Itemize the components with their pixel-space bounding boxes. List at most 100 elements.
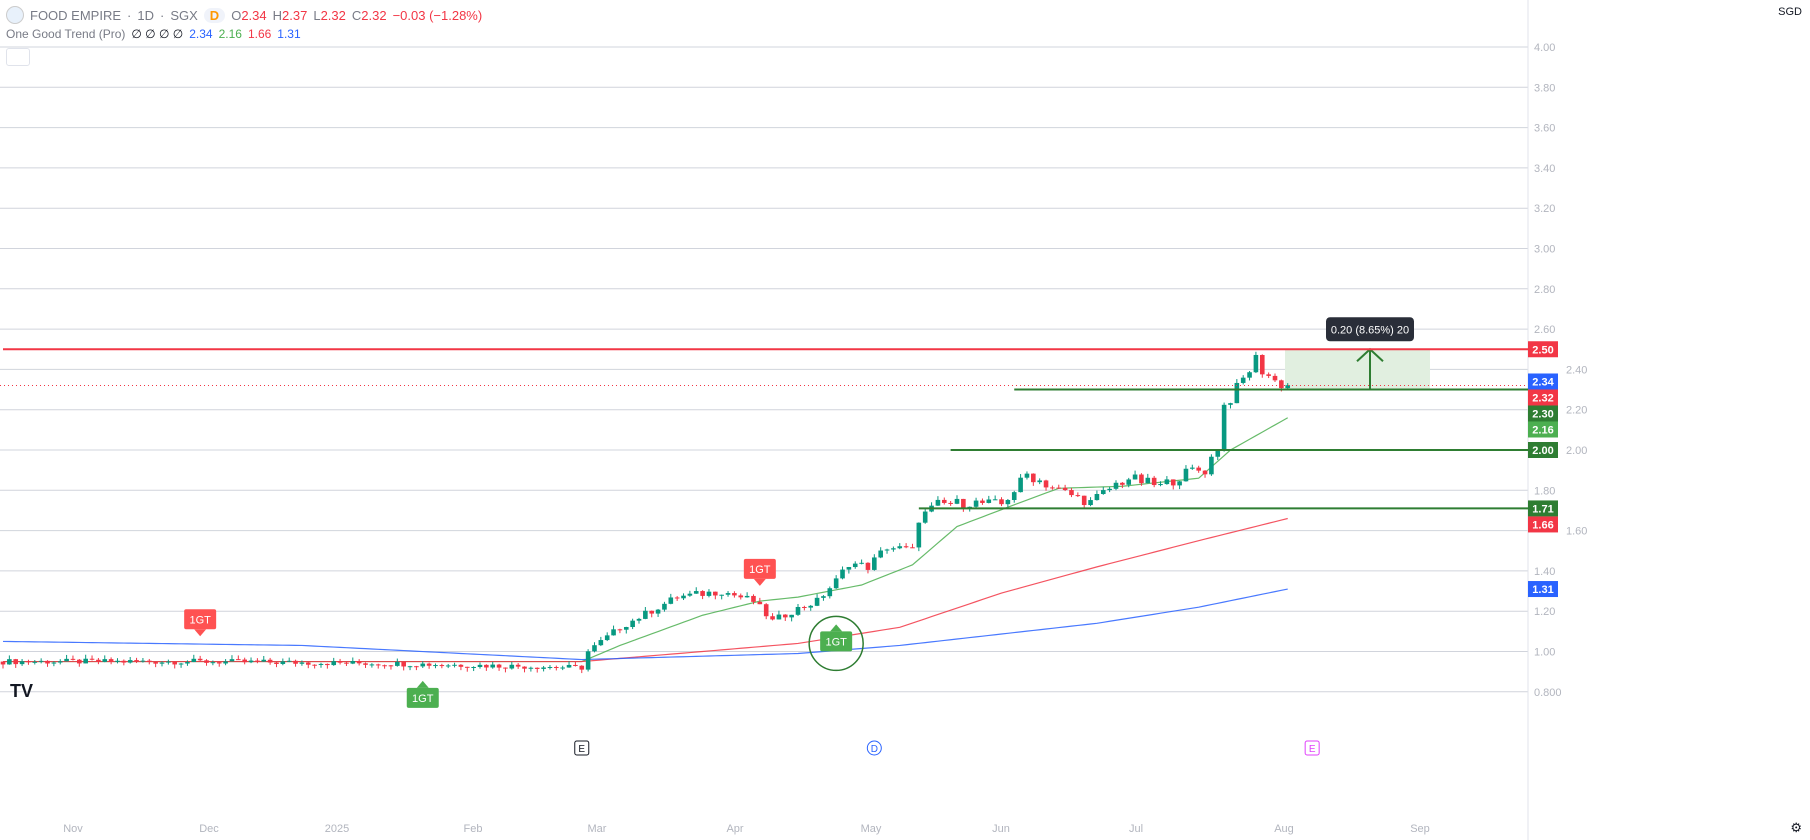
- close-field: C2.32: [351, 7, 387, 23]
- candle-body: [668, 597, 674, 604]
- candle-body: [1196, 467, 1201, 471]
- indicator-legend[interactable]: One Good Trend (Pro) ∅ ∅ ∅ ∅ 2.34 2.16 1…: [6, 27, 301, 41]
- settings-gear-icon[interactable]: ⚙: [1790, 820, 1802, 835]
- candle-body: [70, 658, 76, 660]
- price-tag: [1528, 389, 1558, 406]
- indicator-value-1: 2.34: [189, 27, 213, 41]
- delayed-badge[interactable]: D: [203, 7, 226, 23]
- candle-body: [1158, 484, 1163, 486]
- candle-body: [1190, 467, 1195, 469]
- candle-body: [0, 661, 6, 665]
- interval[interactable]: 1D: [137, 7, 154, 23]
- signal-label: 1GT: [189, 614, 211, 626]
- candle-body: [337, 661, 343, 663]
- candle-body: [77, 659, 82, 664]
- candle-body: [299, 662, 305, 664]
- level-price-tag: [1528, 442, 1558, 458]
- y-tick-label: 1.20: [1534, 606, 1555, 618]
- level-price-tag-label: 1.71: [1532, 503, 1553, 515]
- candle-body: [395, 661, 400, 666]
- candle-body: [878, 550, 883, 558]
- symbol-name[interactable]: FOOD EMPIRE: [30, 7, 122, 23]
- candle-body: [57, 661, 63, 663]
- candle-body: [725, 593, 731, 595]
- separator: ·: [127, 7, 132, 23]
- candle-body: [579, 665, 585, 670]
- candle-body: [356, 661, 362, 664]
- candle-body: [509, 664, 515, 669]
- candle-body: [1018, 477, 1023, 493]
- candle-body: [827, 588, 833, 597]
- candle-body: [223, 661, 228, 664]
- candle-body: [840, 569, 845, 579]
- signal-label: 1GT: [825, 636, 847, 648]
- candle-body: [941, 499, 947, 503]
- candle-body: [426, 663, 432, 666]
- candle-body: [757, 601, 763, 605]
- candle-body: [108, 659, 114, 662]
- candle-body: [452, 664, 457, 666]
- candle-body: [503, 667, 508, 669]
- tradingview-logo-icon: TV: [10, 681, 33, 701]
- y-tick-label: 1.60: [1566, 526, 1587, 538]
- candle-body: [159, 662, 165, 664]
- candle-body: [808, 605, 814, 608]
- candle-body: [1100, 490, 1106, 494]
- y-tick-label: 2.60: [1534, 324, 1555, 336]
- candle-body: [1081, 495, 1087, 506]
- candle-body: [636, 618, 642, 621]
- candle-body: [115, 660, 120, 662]
- x-tick-label: Jun: [992, 823, 1010, 835]
- candle-body: [45, 660, 50, 664]
- candle-body: [134, 660, 139, 662]
- collapse-legend-button[interactable]: [6, 48, 30, 66]
- candle-body: [1253, 354, 1259, 373]
- measure-tooltip: [1326, 317, 1414, 342]
- price-tag-label: 2.16: [1532, 424, 1553, 436]
- indicator-name[interactable]: One Good Trend (Pro): [6, 27, 126, 41]
- candle-body: [776, 614, 782, 620]
- candle-body: [26, 661, 31, 663]
- candle-body: [973, 500, 979, 507]
- candle-body: [32, 661, 38, 663]
- candle-body: [7, 659, 12, 665]
- candle-body: [293, 660, 298, 664]
- candle-body: [738, 595, 744, 598]
- candle-body: [1221, 404, 1227, 450]
- candle-body: [185, 662, 190, 664]
- price-tag-label: 2.32: [1532, 392, 1553, 404]
- candle-body: [216, 662, 222, 664]
- candle-body: [700, 591, 705, 596]
- y-tick-label: 2.20: [1566, 405, 1587, 417]
- candle-body: [954, 498, 960, 504]
- x-tick-label: Nov: [63, 823, 83, 835]
- candle-body: [1050, 487, 1055, 489]
- level-price-tag: [1528, 341, 1558, 358]
- candle-body: [363, 663, 368, 665]
- candle-body: [89, 658, 95, 660]
- candle-body: [484, 664, 489, 668]
- candle-body: [261, 659, 267, 662]
- candle-body: [286, 660, 292, 662]
- candle-body: [566, 664, 572, 668]
- candle-body: [910, 547, 915, 549]
- candle-body: [414, 666, 419, 668]
- candle-body: [980, 500, 985, 503]
- candle-body: [1259, 354, 1265, 375]
- candle-body: [852, 563, 858, 568]
- candle-body: [872, 557, 877, 570]
- triangle-up-icon: [416, 680, 429, 688]
- signal-buy-badge: [406, 687, 439, 708]
- y-tick-label: 1.40: [1534, 566, 1555, 578]
- candle-body: [1120, 482, 1125, 485]
- candle-body: [751, 595, 756, 602]
- signal-buy-badge: [820, 631, 853, 652]
- candle-body: [439, 665, 445, 667]
- candle-body: [1113, 482, 1119, 489]
- currency-label[interactable]: SGD: [1778, 6, 1802, 18]
- signal-sell-badge: [743, 558, 776, 579]
- candle-body: [916, 522, 922, 548]
- x-tick-label: May: [861, 823, 882, 835]
- candle-body: [744, 595, 750, 598]
